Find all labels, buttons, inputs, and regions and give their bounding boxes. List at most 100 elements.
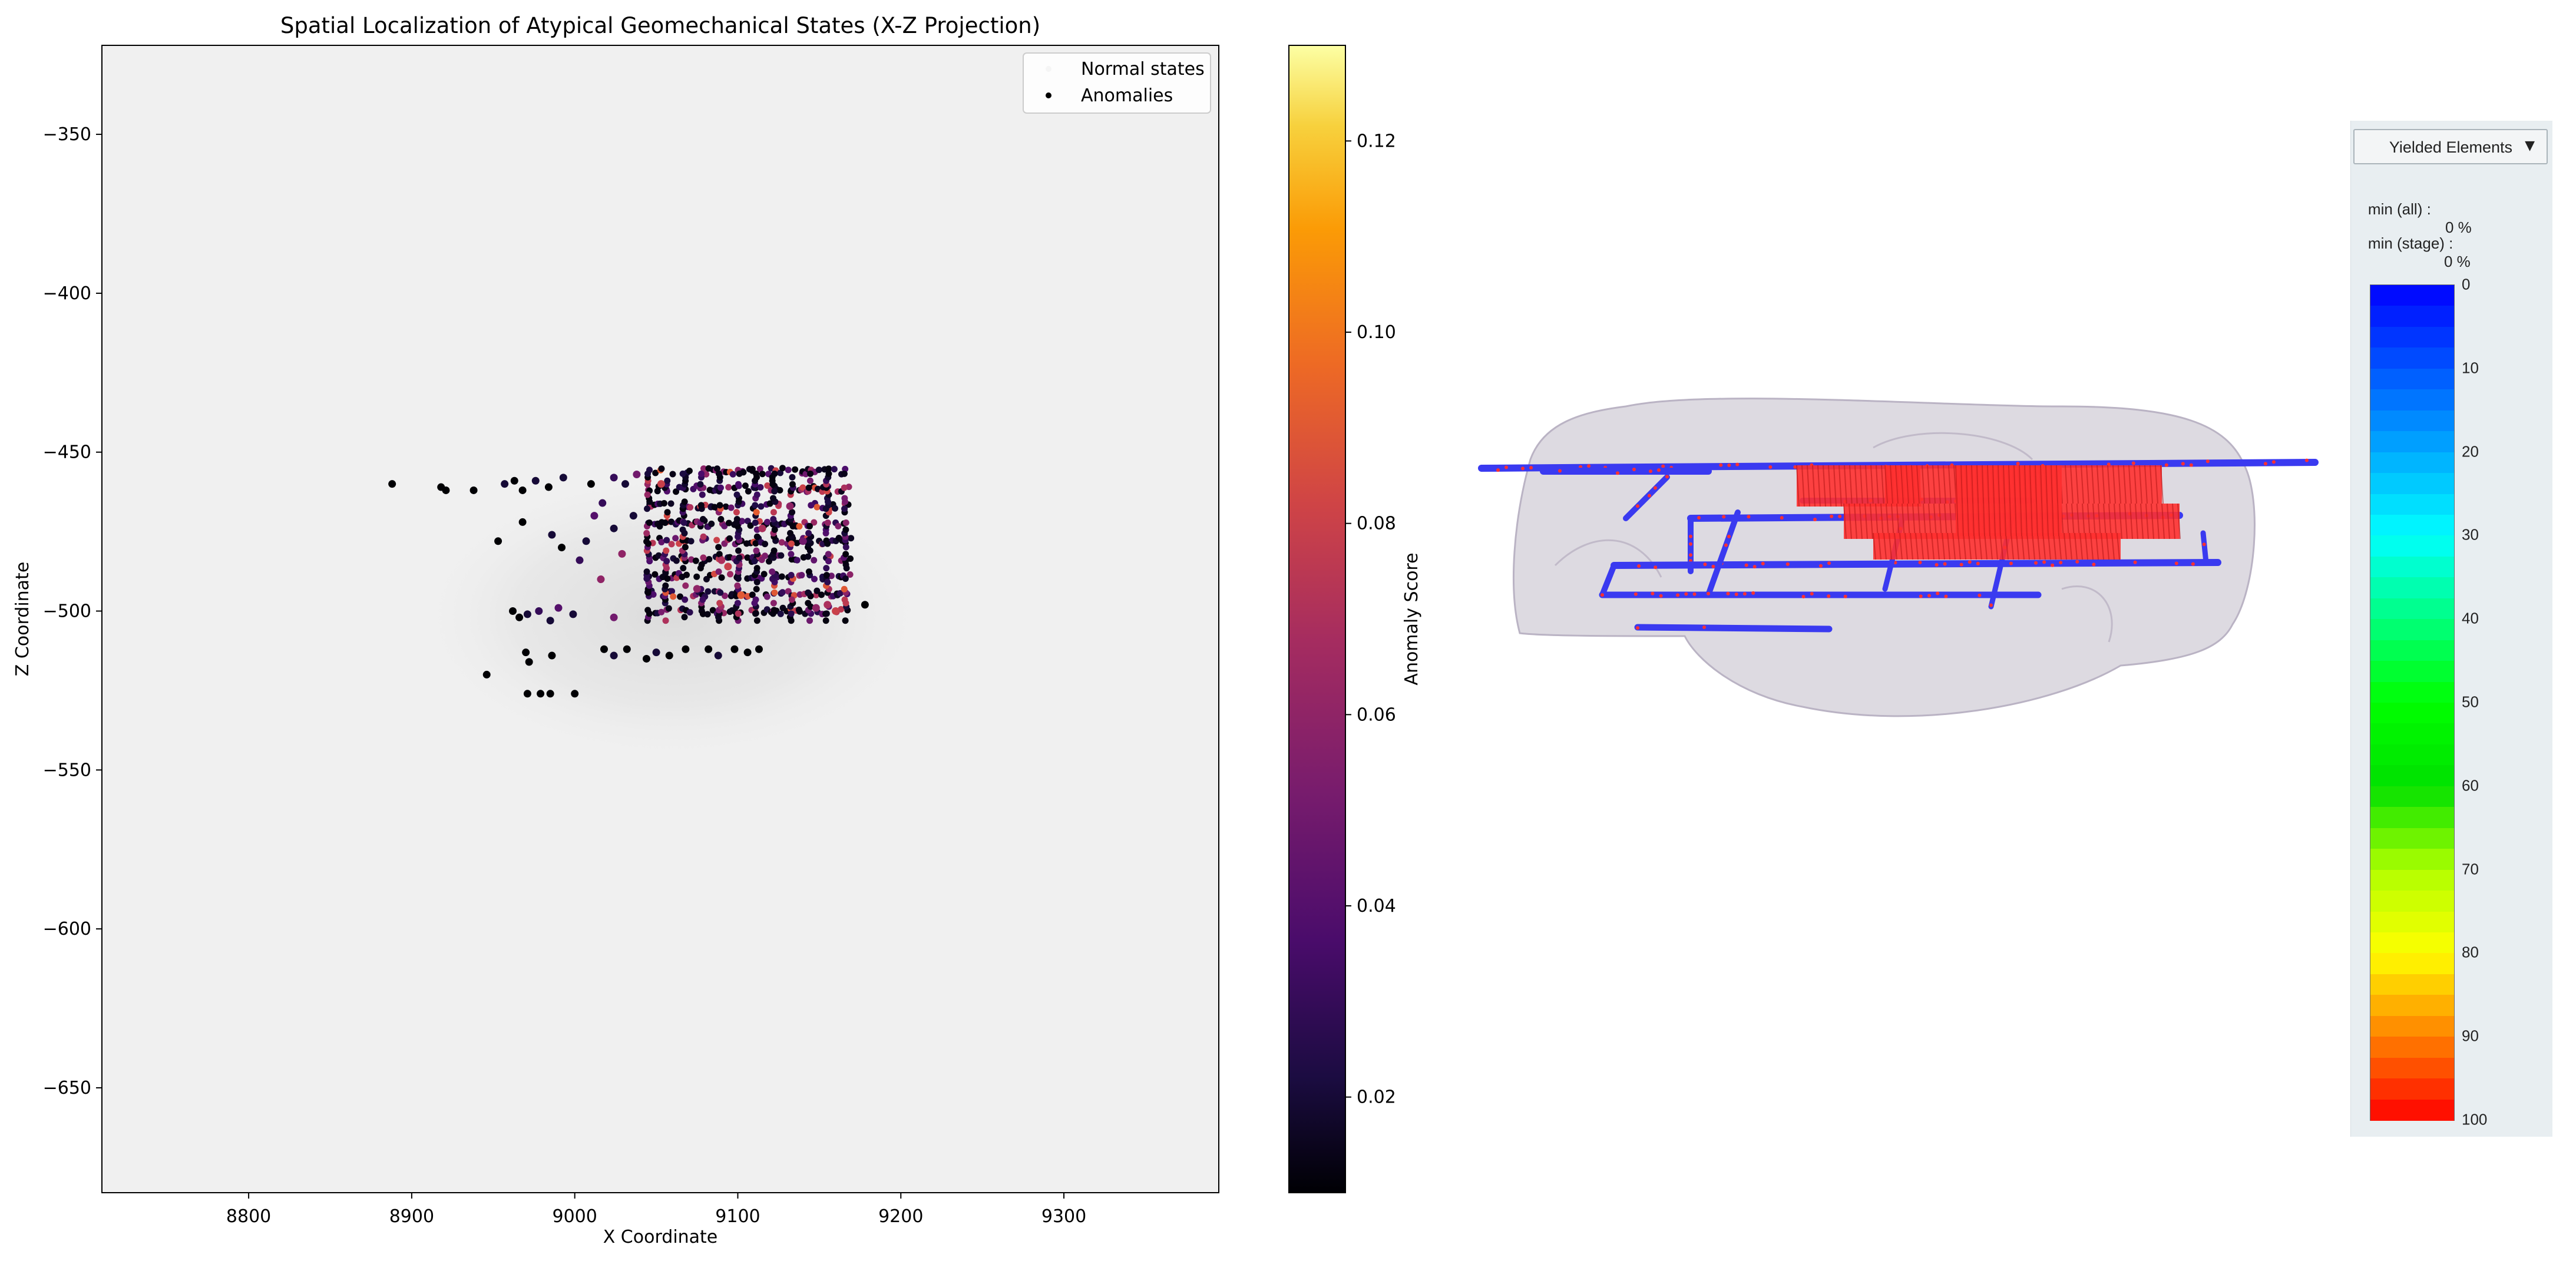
model-yield-hatch [1911, 465, 1914, 504]
scale-band [2370, 911, 2454, 933]
anomaly-point [663, 547, 670, 554]
model-yield-speck [1654, 486, 1657, 490]
stat-min-stage-value: 0 % [2444, 253, 2471, 270]
anomaly-point [716, 551, 723, 558]
anomaly-point [610, 474, 618, 482]
model-yield-hatch [1848, 503, 1852, 540]
model-yield-hatch [1900, 465, 1904, 504]
model-yield-speck [1959, 562, 1963, 567]
model-yield-hatch [1884, 465, 1888, 504]
anomaly-point [805, 568, 812, 575]
anomaly-point [644, 607, 652, 614]
model-yield-hatch [1860, 465, 1863, 507]
anomaly-point [725, 519, 732, 527]
anomaly-point [715, 470, 722, 477]
anomaly-point [831, 466, 838, 473]
anomaly-point [789, 509, 796, 516]
yielded-elements-dropdown[interactable]: Yielded Elements ▼ [2353, 129, 2548, 164]
anomaly-point [753, 565, 760, 572]
stat-min-all-label: min (all) : [2367, 200, 2431, 218]
model-yield-hatch [1904, 532, 1908, 560]
anomaly-point [841, 596, 848, 603]
dropdown-caret-icon: ▼ [2525, 138, 2535, 153]
scale-band [2370, 932, 2454, 954]
y-tick-label: −500 [43, 601, 91, 622]
model-yield-hatch [1955, 465, 1959, 537]
anomaly-point [811, 575, 818, 582]
anomaly-point [735, 610, 742, 617]
model-yield-speck [1632, 468, 1636, 472]
anomaly-point [758, 524, 766, 532]
anomaly-point [700, 554, 707, 561]
model-yield-hatch [2008, 465, 2012, 537]
anomaly-point [717, 484, 724, 491]
model-yield-hatch [1936, 532, 1940, 560]
model-yield-hatch [1801, 465, 1805, 507]
model-yield-hatch [2167, 503, 2170, 540]
anomaly-point [535, 607, 543, 615]
anomaly-point [745, 488, 752, 495]
model-yield-speck [1637, 564, 1641, 568]
model-yield-speck [2034, 561, 2038, 565]
model-yield-hatch [2177, 503, 2181, 540]
anomaly-point [633, 470, 641, 478]
anomaly-point [721, 522, 728, 529]
anomaly-point [766, 500, 773, 507]
x-tick-label: 8800 [226, 1206, 271, 1227]
anomaly-point [669, 471, 676, 478]
model-yield-hatch [2111, 532, 2115, 560]
model-yield-hatch [2102, 465, 2105, 504]
x-tick-label: 9100 [715, 1206, 760, 1227]
model-yield-speck [1702, 625, 1707, 630]
model-yield-hatch [1989, 532, 1993, 560]
model-yield-hatch [2161, 503, 2165, 540]
anomaly-point [735, 481, 742, 488]
y-axis-label: Z Coordinate [12, 562, 33, 677]
anomaly-point [652, 571, 659, 578]
anomaly-point [692, 557, 699, 564]
anomaly-point [796, 523, 803, 530]
model-yield-hatch [2064, 532, 2067, 560]
anomaly-point [737, 591, 745, 600]
colorbar-tick-label: 0.10 [1357, 322, 1396, 343]
anomaly-point [822, 617, 829, 624]
anomaly-point [752, 502, 759, 509]
model-tunnel [1611, 559, 2221, 569]
model-yield-speck [1707, 591, 1710, 595]
anomaly-point [752, 596, 759, 603]
model-yield-hatch [2156, 503, 2160, 540]
model-yield-hatch [2024, 465, 2028, 537]
model-yield-speck [1936, 591, 1940, 595]
model-yield-speck [1529, 466, 1533, 470]
y-tick-label: −550 [43, 760, 91, 780]
anomaly-point [842, 544, 849, 551]
model-yield-speck [1843, 594, 1847, 598]
scale-tick-label: 30 [2462, 525, 2479, 544]
model-yield-speck [1689, 553, 1692, 557]
model-yield-hatch [2118, 465, 2121, 504]
anomaly-point [597, 575, 605, 584]
model-yield-speck [1727, 463, 1731, 467]
anomaly-point [749, 466, 756, 473]
model-yield-hatch [2053, 532, 2056, 560]
model-yield-speck [2133, 560, 2137, 564]
model-yield-hatch [1895, 465, 1899, 504]
colorbar [1288, 45, 1346, 1193]
model-yield-hatch [1910, 532, 1913, 560]
scale-tick-label: 100 [2462, 1110, 2488, 1128]
anomaly-point [716, 600, 723, 607]
colorbar-tick-label: 0.02 [1357, 1087, 1396, 1108]
anomaly-point [699, 596, 706, 603]
y-tick-label: −350 [43, 124, 91, 145]
model-yield-hatch [1987, 465, 1990, 537]
model-yield-speck [1927, 594, 1931, 598]
model-yield-hatch [2140, 503, 2144, 540]
model-yield-hatch [1966, 465, 1969, 537]
model-tunnel [2200, 530, 2209, 565]
model-yield-speck [1636, 626, 1639, 630]
anomaly-point [715, 568, 722, 575]
anomaly-point [811, 519, 818, 526]
anomaly-point [726, 535, 733, 542]
anomaly-point [788, 596, 795, 603]
model-yield-speck [1649, 469, 1652, 474]
